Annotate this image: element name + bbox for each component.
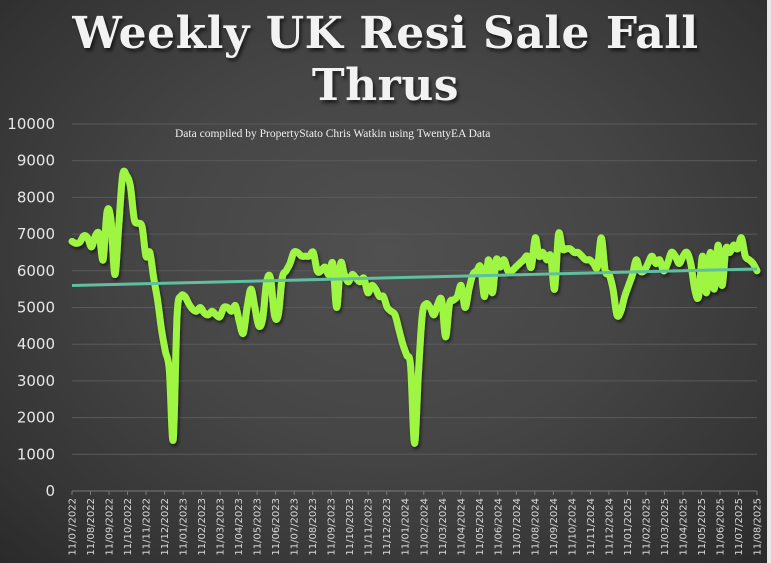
y-tick-label: 1000 xyxy=(17,445,55,463)
y-tick-label: 4000 xyxy=(17,335,55,353)
x-tick-label: 11/04/2024 xyxy=(456,498,467,556)
x-tick-label: 11/04/2025 xyxy=(678,498,689,556)
x-axis: 11/07/2022 11/08/2022 11/09/2022 11/10/2022… xyxy=(68,491,764,556)
x-tick-label: 11/03/2024 xyxy=(438,498,449,556)
y-tick-label: 2000 xyxy=(17,409,55,427)
y-tick-label: 9000 xyxy=(17,152,55,170)
x-tick-label: 11/01/2025 xyxy=(623,498,634,556)
y-tick-label: 3000 xyxy=(17,372,55,390)
x-tick-label: 11/04/2023 xyxy=(234,498,245,556)
x-tick-label: 11/09/2023 xyxy=(327,498,338,556)
y-tick-label: 8000 xyxy=(17,188,55,206)
x-tick-label: 11/03/2023 xyxy=(216,498,227,556)
x-tick-label: 11/02/2024 xyxy=(419,498,430,556)
y-tick-label: 7000 xyxy=(17,225,55,243)
chart-subtitle: Data compiled by PropertyStato Chris Wat… xyxy=(175,128,491,140)
x-tick-label: 11/10/2024 xyxy=(567,498,578,556)
x-tick-label: 11/11/2024 xyxy=(586,498,597,556)
y-tick-label: 0 xyxy=(45,482,55,500)
trend-line xyxy=(71,267,758,287)
x-tick-label: 11/12/2024 xyxy=(604,498,615,556)
chart-title: Weekly UK Resi Sale Fall Thrus xyxy=(72,8,699,111)
y-tick-label: 5000 xyxy=(17,299,55,317)
x-tick-label: 11/09/2022 xyxy=(105,498,116,556)
x-tick-label: 11/02/2023 xyxy=(197,498,208,556)
x-tick-label: 11/05/2024 xyxy=(475,498,486,556)
gridlines xyxy=(72,123,757,492)
x-tick-label: 11/07/2023 xyxy=(290,498,301,556)
x-tick-label: 11/07/2024 xyxy=(512,498,523,556)
right-edge-strip xyxy=(767,0,771,563)
x-tick-label: 11/12/2022 xyxy=(160,498,171,556)
x-tick-label: 11/09/2024 xyxy=(549,498,560,556)
x-tick-label: 11/12/2023 xyxy=(382,498,393,556)
x-tick-label: 11/05/2025 xyxy=(697,498,708,556)
x-tick-label: 11/10/2023 xyxy=(345,498,356,556)
y-tick-label: 10000 xyxy=(7,115,55,133)
x-tick-label: 11/08/2022 xyxy=(86,498,97,556)
x-tick-label: 11/07/2025 xyxy=(734,498,745,556)
x-tick-label: 11/11/2022 xyxy=(142,498,153,556)
x-tick-label: 11/06/2025 xyxy=(715,498,726,556)
x-tick-label: 11/08/2024 xyxy=(530,498,541,556)
y-axis: 0 1000 2000 3000 4000 5000 6000 7000 8000 9000 100… xyxy=(7,115,55,500)
x-tick-label: 11/01/2024 xyxy=(401,498,412,556)
y-tick-label: 6000 xyxy=(17,262,55,280)
x-tick-label: 11/06/2023 xyxy=(271,498,282,556)
x-tick-label: 11/07/2022 xyxy=(68,498,79,556)
x-tick-label: 11/08/2023 xyxy=(308,498,319,556)
x-tick-label: 11/10/2022 xyxy=(123,498,134,556)
x-tick-label: 11/05/2023 xyxy=(253,498,264,556)
x-tick-label: 11/02/2025 xyxy=(641,498,652,556)
x-tick-label: 11/01/2023 xyxy=(179,498,190,556)
x-tick-label: 11/11/2023 xyxy=(364,498,375,556)
x-tick-label: 11/08/2025 xyxy=(753,498,764,556)
x-tick-label: 11/06/2024 xyxy=(493,498,504,556)
x-tick-label: 11/03/2025 xyxy=(660,498,671,556)
